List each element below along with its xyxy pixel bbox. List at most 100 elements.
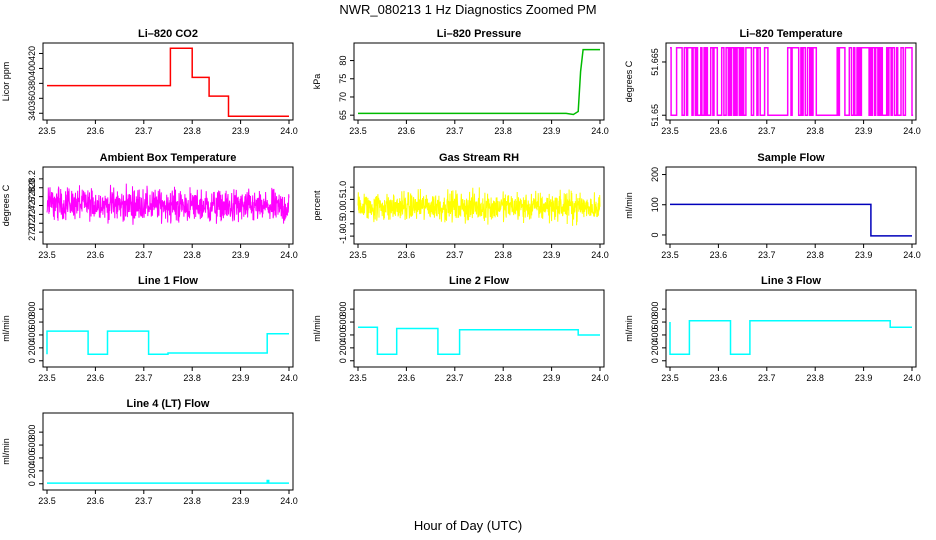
- panel-4-xtick-label: 23.5: [38, 250, 56, 260]
- panel-1-xtick-label: 23.7: [135, 126, 153, 136]
- panel-6-ytick-label: 0: [650, 232, 660, 237]
- panel-9-xtick-label: 23.6: [710, 373, 728, 383]
- panel-9-ytick-label: 400: [650, 327, 660, 342]
- panel-1-frame: [42, 42, 294, 121]
- panel-5-ytick-label: -0.5: [338, 216, 348, 232]
- panel-9-ytick-label: 200: [650, 340, 660, 355]
- panel-3-xtick-label: 23.8: [806, 126, 824, 136]
- panel-6-frame: [665, 166, 917, 245]
- panel-6-title: Sample Flow: [757, 152, 825, 164]
- panel-10-ylabel: ml/min: [1, 438, 11, 465]
- panel-2-xtick-label: 24.0: [591, 126, 609, 136]
- panel-8-ylabel: ml/min: [312, 315, 322, 342]
- panel-7-ylabel: ml/min: [1, 315, 11, 342]
- panel-6-ytick-label: 200: [650, 167, 660, 182]
- panel-5-frame: [353, 166, 605, 245]
- panel-9-series-1: [669, 320, 912, 356]
- panel-9-title: Line 3 Flow: [761, 275, 821, 287]
- panel-3-series-1: [670, 47, 914, 116]
- panel-9-xtick-label: 23.5: [661, 373, 679, 383]
- x-axis-caption: Hour of Day (UTC): [413, 518, 523, 533]
- panel-4-xtick-label: 23.7: [135, 250, 153, 260]
- panel-9-xtick-label: 23.7: [758, 373, 776, 383]
- panel-5-xtick-label: 23.5: [349, 250, 367, 260]
- panel-5-ytick-label: 0.0: [338, 205, 348, 218]
- panel-2-ylabel: kPa: [312, 74, 322, 90]
- panel-1-ytick-label: 380: [27, 76, 37, 91]
- panel-8-xtick-label: 23.8: [494, 373, 512, 383]
- panel-1-xtick-label: 23.5: [38, 126, 56, 136]
- panel-6-xtick-label: 23.7: [758, 250, 776, 260]
- panel-2-ytick-label: 70: [338, 92, 348, 102]
- panel-10-ytick-label: 200: [27, 463, 37, 478]
- figure-title: NWR_080213 1 Hz Diagnostics Zoomed PM: [339, 2, 597, 17]
- panel-8-ytick-label: 200: [338, 340, 348, 355]
- panel-9-xtick-label: 23.9: [855, 373, 873, 383]
- panel-4-title: Ambient Box Temperature: [100, 152, 237, 164]
- panel-3-ylabel: degrees C: [624, 60, 634, 102]
- panel-6-ylabel: ml/min: [624, 192, 634, 219]
- panel-10-ytick-label: 600: [27, 438, 37, 453]
- panel-4-xtick-label: 23.9: [232, 250, 250, 260]
- panel-3-xtick-label: 24.0: [903, 126, 921, 136]
- panel-7-series-1: [46, 330, 289, 356]
- panel-2-series-1: [358, 48, 600, 116]
- panel-1-ytick-label: 400: [27, 61, 37, 76]
- panel-4-ytick-label: 27.4: [27, 206, 37, 224]
- panel-6-xtick-label: 24.0: [903, 250, 921, 260]
- panel-5-ytick-label: 1.0: [338, 181, 348, 194]
- panel-5-ytick-label: 0.5: [338, 193, 348, 206]
- panel-10-xtick-label: 23.7: [135, 496, 153, 506]
- panel-6-xtick-label: 23.9: [855, 250, 873, 260]
- panel-2-xtick-label: 23.8: [494, 126, 512, 136]
- panel-3-ytick-label: 51.665: [650, 48, 660, 76]
- panel-5-title: Gas Stream RH: [439, 152, 519, 164]
- panel-2-ytick-label: 65: [338, 110, 348, 120]
- panel-9-ytick-label: 800: [650, 302, 660, 317]
- panel-4-xtick-label: 24.0: [280, 250, 298, 260]
- panel-4-ytick-label: 28.0: [27, 179, 37, 197]
- panel-3-xtick-label: 23.5: [661, 126, 679, 136]
- panel-7-xtick-label: 23.9: [232, 373, 250, 383]
- panel-8-series-1: [358, 326, 600, 356]
- panel-9-ylabel: ml/min: [624, 315, 634, 342]
- panel-3-title: Li–820 Temperature: [739, 28, 842, 40]
- panel-7-ytick-label: 0: [27, 358, 37, 363]
- panel-7-ytick-label: 400: [27, 327, 37, 342]
- panel-8-ytick-label: 800: [338, 302, 348, 317]
- panel-3-xtick-label: 23.7: [758, 126, 776, 136]
- panel-10-xtick-label: 23.5: [38, 496, 56, 506]
- panel-8-ytick-label: 0: [338, 358, 348, 363]
- panel-4-ytick-label: 27.2: [27, 214, 37, 232]
- panel-2-xtick-label: 23.9: [543, 126, 561, 136]
- panel-1-xtick-label: 23.6: [87, 126, 105, 136]
- panel-5-series-1: [357, 187, 601, 226]
- panel-2-xtick-label: 23.6: [398, 126, 416, 136]
- panel-1-series-1: [47, 47, 289, 118]
- panel-8-xtick-label: 23.9: [543, 373, 561, 383]
- panel-10-xtick-label: 23.6: [87, 496, 105, 506]
- panel-5-xtick-label: 24.0: [591, 250, 609, 260]
- panel-10-ytick-label: 400: [27, 450, 37, 465]
- panel-8-xtick-label: 24.0: [591, 373, 609, 383]
- panel-10-frame: [42, 412, 294, 491]
- panel-7-xtick-label: 23.8: [183, 373, 201, 383]
- panel-2-frame: [353, 42, 605, 121]
- panel-5-xtick-label: 23.8: [494, 250, 512, 260]
- panel-1-ytick-label: 360: [27, 91, 37, 106]
- panel-8-ytick-label: 400: [338, 327, 348, 342]
- panel-10-series-1: [47, 479, 289, 484]
- panel-4-ytick-label: 27.0: [27, 223, 37, 241]
- panel-9-xtick-label: 24.0: [903, 373, 921, 383]
- panel-10-xtick-label: 24.0: [280, 496, 298, 506]
- panel-10-ytick-label: 800: [27, 425, 37, 440]
- panel-1-xtick-label: 23.9: [232, 126, 250, 136]
- panel-1-ytick-label: 420: [27, 46, 37, 61]
- panel-5-ylabel: percent: [312, 190, 322, 221]
- panel-9-ytick-label: 600: [650, 315, 660, 330]
- panel-2-ytick-label: 80: [338, 56, 348, 66]
- panel-7-xtick-label: 23.5: [38, 373, 56, 383]
- panel-4-xtick-label: 23.6: [87, 250, 105, 260]
